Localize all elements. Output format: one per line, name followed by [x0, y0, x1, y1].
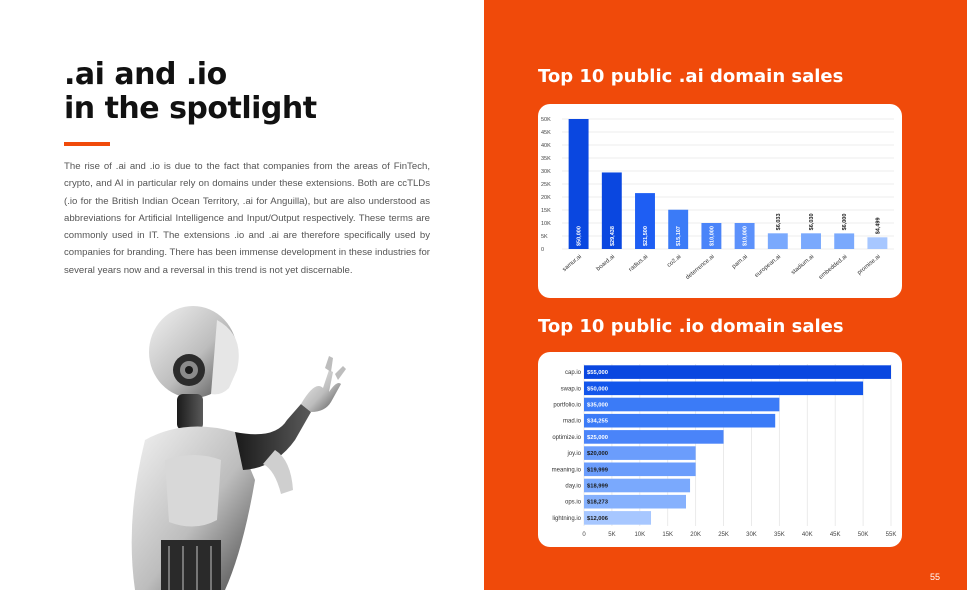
accent-rule	[64, 142, 110, 146]
x-tick-label: 20K	[690, 532, 701, 538]
y-tick-label: 50K	[541, 117, 551, 123]
bar	[767, 233, 788, 249]
x-tick-label: 45K	[830, 532, 841, 538]
bar	[584, 462, 696, 477]
headline-line-1: .ai and .io	[64, 57, 227, 92]
y-tick-label: swap.io	[561, 386, 582, 392]
y-tick-label: 25K	[541, 182, 551, 188]
bar-value-label: $21,500	[643, 226, 649, 246]
bar-value-label: $10,000	[709, 226, 715, 246]
x-tick-label: 40K	[802, 532, 813, 538]
bar	[584, 381, 864, 396]
io-chart-title: Top 10 public .io domain sales	[538, 316, 844, 337]
bar	[867, 237, 888, 249]
y-tick-label: portfolio.io	[553, 403, 581, 409]
bar-value-label: $6,000	[842, 214, 848, 231]
x-tick-label: stadium.ai	[790, 254, 815, 276]
bar-value-label: $20,000	[587, 451, 608, 457]
body-paragraph: The rise of .ai and .io is due to the fa…	[64, 161, 430, 276]
headline-line-2: in the spotlight	[64, 91, 317, 126]
bar-value-label: $12,006	[587, 516, 609, 522]
bar-value-label: $15,107	[676, 226, 682, 246]
ai-chart-title: Top 10 public .ai domain sales	[538, 66, 844, 87]
bar	[601, 172, 622, 249]
bar	[834, 233, 855, 249]
x-tick-label: co2.ai	[666, 254, 682, 269]
bar-value-label: $29,438	[610, 226, 616, 246]
bar	[584, 511, 652, 525]
bar	[568, 119, 589, 249]
bar	[584, 446, 696, 460]
x-tick-label: radius.ai	[628, 254, 649, 273]
bar-value-label: $4,499	[875, 217, 881, 234]
bar	[584, 397, 780, 412]
y-tick-label: 35K	[541, 156, 551, 162]
ai-chart-card: 0 5K 10K 15K 20K 25K 30K 35K 40K 45K 50K $50,000 sam…	[538, 104, 902, 298]
bar	[584, 494, 686, 509]
bar	[584, 430, 724, 444]
bar	[635, 193, 655, 249]
x-tick-label: 35K	[774, 532, 785, 538]
x-tick-label: 25K	[718, 532, 729, 538]
x-tick-label: promise.ai	[857, 254, 882, 276]
x-tick-label: 30K	[746, 532, 757, 538]
x-tick-label: embedded.ai	[818, 254, 848, 281]
bar-value-label: $35,000	[587, 403, 608, 409]
ai-domain-sales-chart: 0 5K 10K 15K 20K 25K 30K 35K 40K 45K 50K $50,000 sam…	[541, 117, 894, 281]
bar-value-label: $50,000	[587, 386, 608, 392]
bar-value-label: $50,000	[577, 226, 583, 246]
y-tick-label: day.io	[565, 484, 581, 490]
bar-value-label: $34,255	[587, 419, 609, 425]
page-headline: .ai and .io in the spotlight	[64, 58, 317, 126]
y-tick-label: mad.io	[563, 419, 582, 425]
bar	[668, 209, 689, 249]
y-tick-label: ops.io	[565, 500, 582, 506]
y-tick-label: joy.io	[566, 451, 581, 457]
y-tick-label: 5K	[541, 234, 548, 240]
robot-illustration	[131, 306, 346, 590]
io-chart-card: 0 5K 10K 15K 20K 25K 30K 35K 40K 45K 50K 55K cap.io $…	[538, 352, 902, 547]
x-tick-label: deterrence.ai	[685, 254, 716, 281]
bar-value-label: $19,999	[587, 467, 609, 473]
io-domain-sales-chart: 0 5K 10K 15K 20K 25K 30K 35K 40K 45K 50K 55K cap.io $…	[552, 364, 897, 538]
x-tick-label: 10K	[634, 532, 645, 538]
bar	[734, 223, 755, 249]
y-tick-label: 45K	[541, 130, 551, 136]
y-tick-label: 10K	[541, 221, 551, 227]
y-tick-label: 0	[541, 247, 544, 253]
x-tick-label: 50K	[858, 532, 869, 538]
bar-value-label: $6,030	[809, 213, 815, 230]
x-tick-label: pam.ai	[731, 254, 749, 270]
bar	[584, 365, 891, 379]
bar-value-label: $10,000	[743, 226, 749, 246]
page-number: 55	[930, 572, 941, 582]
bar-value-label: $55,000	[587, 370, 608, 376]
x-tick-label: 15K	[662, 532, 673, 538]
y-tick-label: lightning.io	[552, 516, 581, 522]
y-tick-label: 20K	[541, 195, 551, 201]
y-tick-label: 40K	[541, 143, 551, 149]
x-tick-label: 5K	[608, 532, 615, 538]
x-tick-label: 0	[582, 532, 586, 538]
y-tick-label: cap.io	[565, 370, 582, 376]
bar	[584, 413, 776, 428]
bar	[584, 478, 691, 493]
bar-value-label: $6,033	[776, 213, 782, 230]
y-tick-label: optimize.io	[552, 435, 581, 441]
x-tick-label: 55K	[886, 532, 897, 538]
x-tick-label: board.ai	[596, 254, 616, 273]
y-tick-label: 15K	[541, 208, 551, 214]
bar	[701, 223, 722, 249]
x-tick-label: european.ai	[754, 254, 782, 279]
y-tick-label: 30K	[541, 169, 551, 175]
x-tick-label: samur.ai	[562, 254, 583, 273]
bar	[801, 233, 821, 249]
bar-value-label: $18,273	[587, 500, 609, 506]
text-panel: .ai and .io in the spotlight The rise of…	[64, 57, 430, 590]
bar-value-label: $25,000	[587, 435, 608, 441]
y-tick-label: meaning.io	[552, 467, 582, 473]
bar-value-label: $18,999	[587, 484, 609, 490]
